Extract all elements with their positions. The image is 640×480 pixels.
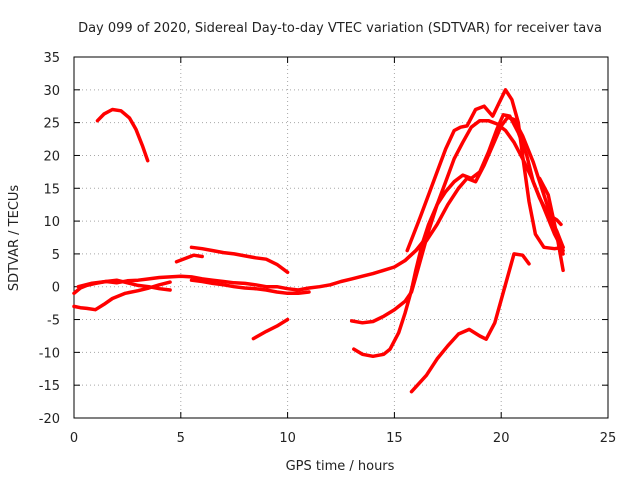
y-tick-label: 20 (43, 149, 60, 164)
grid-lines (74, 57, 608, 418)
y-tick-label: -20 (39, 412, 60, 427)
series-arc-11 (405, 88, 565, 253)
series-arc-4 (76, 235, 429, 292)
x-tick-label: 5 (177, 431, 185, 446)
x-tick-label: 20 (493, 431, 510, 446)
series-arc-1 (95, 107, 150, 163)
series-arc-12 (403, 115, 565, 263)
axis-ticks (73, 56, 609, 419)
series-arc-10 (352, 113, 565, 359)
x-tick-label: 15 (386, 431, 403, 446)
series-arc-7 (189, 278, 311, 296)
data-series (72, 88, 565, 394)
series-arc-15 (537, 176, 565, 273)
y-tick-label: 25 (43, 117, 60, 132)
y-axis-label: SDTVAR / TECUs (7, 185, 22, 292)
series-arc-5 (174, 253, 204, 264)
x-tick-label: 25 (600, 431, 617, 446)
series-arc-13 (409, 252, 531, 394)
x-tick-label: 0 (70, 431, 78, 446)
y-tick-label: 15 (43, 182, 60, 197)
plot-frame (73, 56, 609, 419)
series-arc-6 (189, 245, 290, 275)
y-tick-label: 35 (43, 51, 60, 66)
x-tick-label: 10 (279, 431, 296, 446)
x-axis-label: GPS time / hours (286, 459, 395, 474)
y-tick-label: 5 (52, 248, 60, 263)
y-tick-label: 0 (52, 281, 60, 296)
y-tick-label: 10 (43, 215, 60, 230)
chart-title: Day 099 of 2020, Sidereal Day-to-day VTE… (78, 21, 602, 36)
y-tick-label: -10 (39, 346, 60, 361)
y-tick-label: -5 (47, 314, 60, 329)
y-tick-label: -15 (39, 379, 60, 394)
tick-labels: 0 5 10 15 20 25 -20 -15 -10 -5 0 5 10 15 20 25 30 35 (39, 51, 617, 446)
y-tick-label: 30 (43, 84, 60, 99)
series-arc-8 (251, 317, 290, 341)
